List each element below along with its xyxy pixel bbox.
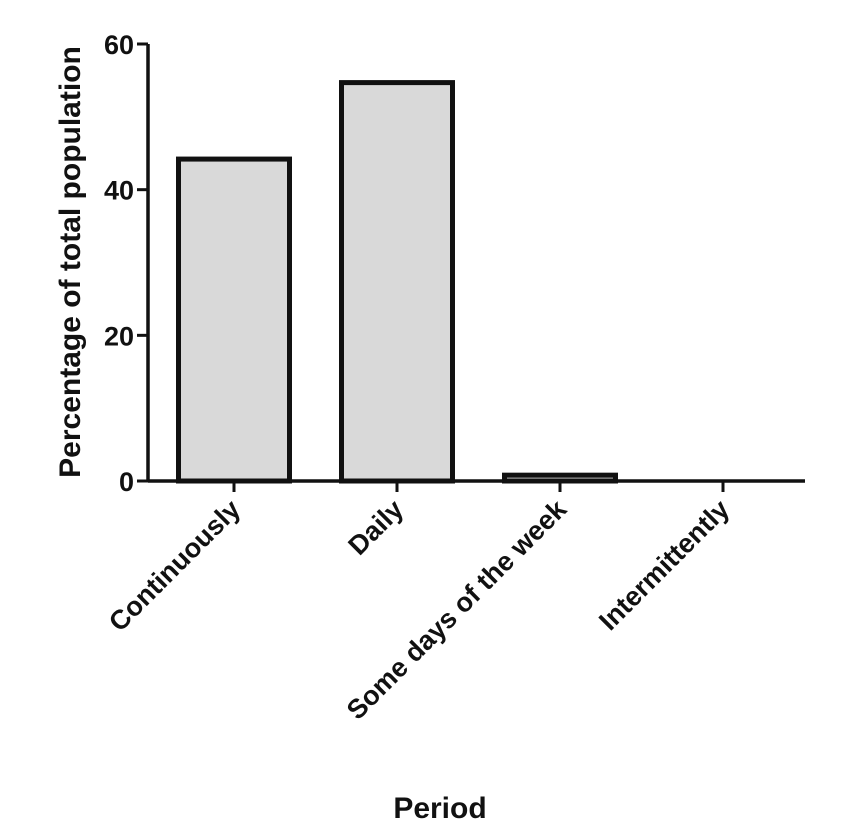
bar-continuously xyxy=(176,156,292,484)
y-tick-label: 40 xyxy=(104,176,134,206)
y-axis-title: Percentage of total population xyxy=(54,46,87,478)
y-tick-label: 60 xyxy=(104,30,134,60)
x-axis-title: Period xyxy=(393,792,486,825)
y-tick-label: 0 xyxy=(119,467,134,497)
y-ticks-group: 0 20 40 60 xyxy=(104,30,148,497)
y-tick-label: 20 xyxy=(104,321,134,351)
x-tick-label: Intermittently xyxy=(593,494,735,636)
bar-daily xyxy=(339,80,455,484)
bars-group xyxy=(176,80,618,484)
x-tick-label: Continuously xyxy=(103,494,246,637)
x-tick-label: Daily xyxy=(342,494,409,561)
